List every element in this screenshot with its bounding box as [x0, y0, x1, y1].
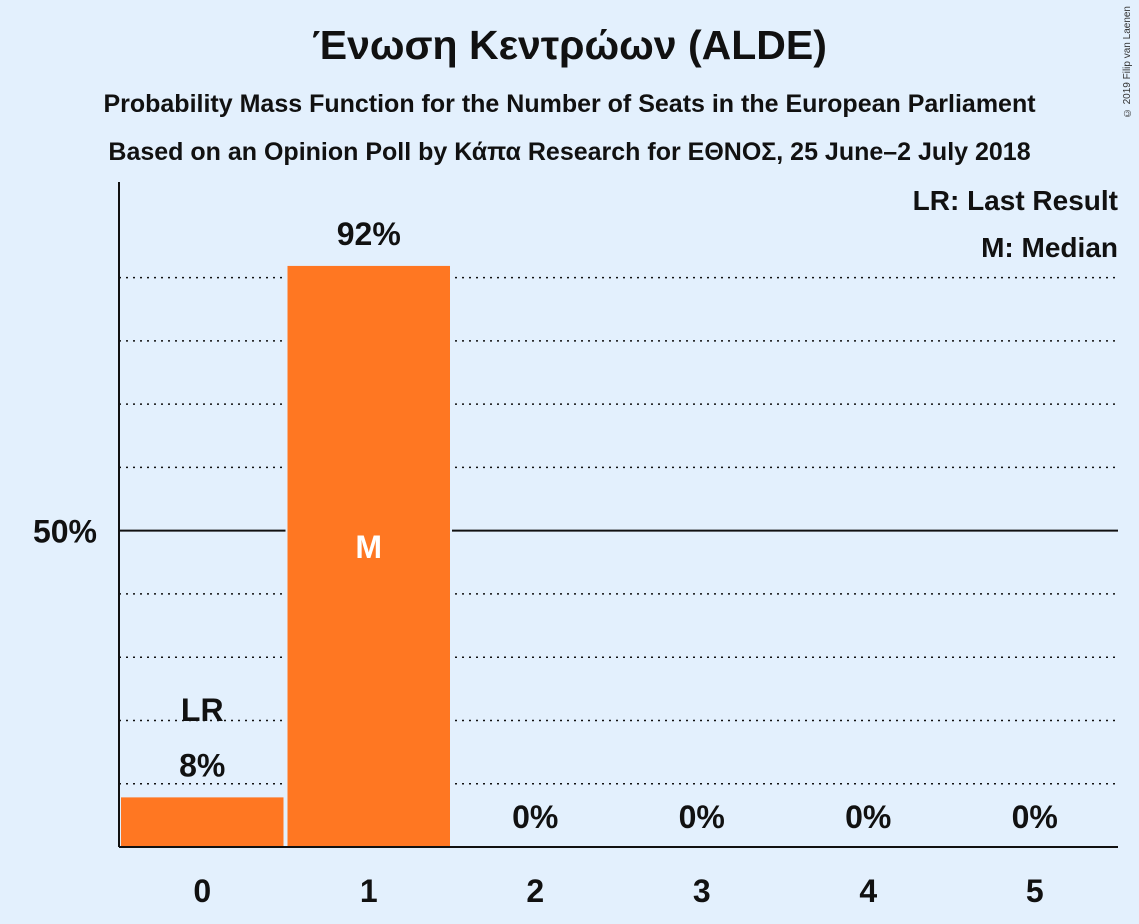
data-label: 0%	[845, 799, 891, 835]
legend-last-result: LR: Last Result	[913, 185, 1118, 216]
chart-source: Based on an Opinion Poll by Κάπα Researc…	[108, 138, 1031, 166]
legend-median: M: Median	[981, 232, 1118, 263]
data-label: 0%	[512, 799, 558, 835]
last-result-marker: LR	[181, 692, 224, 728]
chart-title: Ένωση Κεντρώων (ALDE)	[312, 22, 827, 68]
data-label: 0%	[679, 799, 725, 835]
data-label: 8%	[179, 747, 225, 783]
x-tick-label: 5	[1026, 873, 1044, 909]
median-marker: M	[355, 529, 382, 565]
x-tick-label: 2	[526, 873, 544, 909]
x-tick-label: 4	[859, 873, 877, 909]
chart-subtitle: Probability Mass Function for the Number…	[103, 90, 1036, 118]
bar	[285, 263, 452, 848]
x-tick-label: 0	[193, 873, 211, 909]
bar	[119, 795, 286, 849]
data-label: 92%	[337, 216, 401, 252]
x-tick-label: 1	[360, 873, 378, 909]
data-label: 0%	[1012, 799, 1058, 835]
x-tick-label: 3	[693, 873, 711, 909]
y-tick-label: 50%	[33, 514, 97, 550]
